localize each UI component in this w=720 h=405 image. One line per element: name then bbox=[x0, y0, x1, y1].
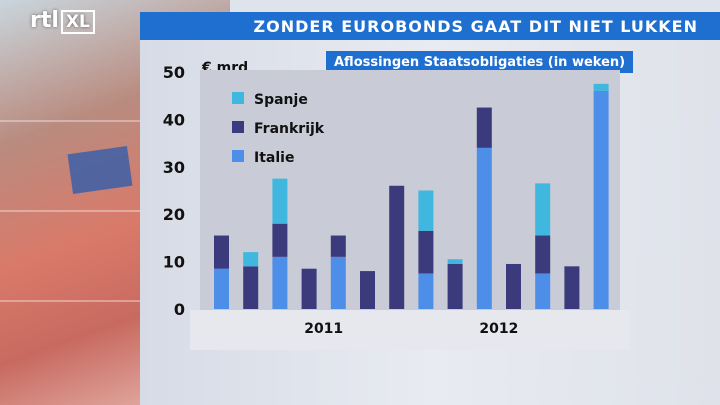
bar-frankrijk bbox=[564, 266, 580, 309]
bar-spanje bbox=[243, 252, 259, 267]
bar-frankrijk bbox=[506, 263, 521, 309]
bar-frankrijk bbox=[243, 266, 259, 309]
bar-frankrijk bbox=[447, 263, 463, 309]
headline-text: ZONDER EUROBONDS GAAT DIT NIET LUKKEN bbox=[253, 16, 698, 36]
y-tick-label: 40 bbox=[163, 110, 185, 129]
headline-bar: ZONDER EUROBONDS GAAT DIT NIET LUKKEN bbox=[140, 12, 720, 40]
bar-spanje bbox=[535, 183, 551, 236]
bar-frankrijk bbox=[360, 271, 375, 309]
chart-subtitle: Aflossingen Staatsobligaties (in weken) bbox=[326, 51, 634, 73]
bar-spanje bbox=[272, 178, 288, 224]
legend-label: Frankrijk bbox=[254, 121, 325, 137]
bar-frankrijk bbox=[389, 185, 405, 309]
legend-swatch bbox=[232, 121, 244, 133]
bar-frankrijk bbox=[535, 235, 551, 274]
bar-italie bbox=[593, 90, 609, 310]
banknote-edge bbox=[0, 300, 200, 302]
legend-swatch bbox=[232, 150, 244, 162]
bar-spanje bbox=[593, 83, 609, 91]
x-tick-label: 2012 bbox=[479, 321, 518, 337]
bar-frankrijk bbox=[214, 235, 229, 269]
bar-frankrijk bbox=[476, 107, 492, 148]
bar-italie bbox=[272, 256, 288, 309]
bar-frankrijk bbox=[418, 230, 434, 274]
bar-italie bbox=[418, 273, 434, 309]
y-tick-label: 50 bbox=[163, 63, 185, 82]
bar-frankrijk bbox=[272, 223, 288, 257]
y-tick-label: 0 bbox=[174, 300, 185, 319]
legend-label: Italie bbox=[254, 150, 294, 166]
bar-italie bbox=[214, 268, 229, 309]
bar-italie bbox=[476, 147, 492, 309]
y-tick-label: 20 bbox=[163, 205, 185, 224]
y-tick-label: 10 bbox=[163, 253, 185, 272]
bar-spanje bbox=[418, 190, 434, 231]
bar-italie bbox=[535, 273, 551, 309]
banknote-edge bbox=[0, 120, 200, 122]
x-tick-label: 2011 bbox=[304, 321, 343, 337]
bar-frankrijk bbox=[301, 268, 317, 309]
channel-logo: rtl XL bbox=[30, 8, 95, 34]
channel-logo-box: XL bbox=[60, 10, 95, 34]
bar-italie bbox=[330, 256, 346, 309]
x-axis-band bbox=[190, 310, 630, 350]
bar-frankrijk bbox=[330, 235, 346, 257]
y-tick-label: 30 bbox=[163, 158, 185, 177]
legend-label: Spanje bbox=[254, 92, 308, 108]
bar-spanje bbox=[447, 259, 463, 264]
banknote-edge bbox=[0, 210, 200, 212]
legend-swatch bbox=[232, 92, 244, 104]
